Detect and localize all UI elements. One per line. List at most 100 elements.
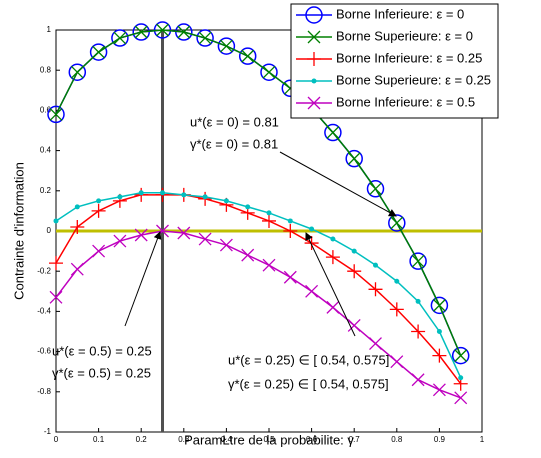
point [366,180,385,198]
y-tick-label: -0.4 [37,307,51,316]
legend-box [290,3,499,119]
point [70,65,84,79]
point [113,234,127,248]
point [451,346,470,365]
legend-label: Borne Inferieure: ε = 0 [336,6,464,21]
point [347,152,361,166]
point [156,23,169,37]
x-tick-label: 0 [54,435,59,444]
point [389,302,404,317]
point [325,250,340,265]
x-tick-label: 0.9 [434,435,446,444]
point [307,96,321,110]
point [196,29,214,47]
x-tick-label: 0.1 [93,435,105,444]
point [368,282,383,297]
y-axis-label: Contrainte d'information [11,162,26,300]
point [96,198,102,204]
x-tick-label: 1 [480,435,485,444]
point [326,126,340,139]
point [458,375,464,381]
point [262,65,276,79]
point [74,204,80,210]
point [134,25,148,39]
point [411,254,425,268]
point [283,224,298,238]
legend: Borne Inferieure: ε = 0 Borne Superieure:… [290,3,499,119]
point [415,298,421,304]
point [92,244,106,258]
point [138,190,144,196]
point [394,278,400,284]
point [351,248,357,254]
point [307,30,321,44]
point [411,373,425,387]
point [411,324,426,339]
legend-label: Borne Inferieure: ε = 0.5 [336,94,475,109]
x-tick-label: 0.2 [136,435,148,444]
series-line [55,194,462,385]
point [309,226,315,232]
point [283,270,297,284]
annotation: u*(ε = 0) = 0.81 [190,114,279,129]
series-line [55,192,462,379]
point [49,290,63,304]
point [454,349,468,363]
point [373,262,378,268]
x-tick-label: 0.4 [221,435,233,444]
point [132,23,150,41]
x-tick-label: 0.6 [306,435,318,444]
point [266,210,272,216]
point [345,149,363,168]
point [436,329,442,334]
point [454,391,468,405]
point [198,232,212,246]
annotation-arrow [305,232,356,337]
y-tick-label: 0.2 [40,186,52,195]
point [390,355,404,369]
annotation-bg [186,111,278,157]
y-tick-label: 0 [47,226,52,235]
legend-label: Borne Inferieure: ε = 0.25 [336,50,482,65]
point [262,258,276,272]
point [245,204,251,210]
point [47,105,65,124]
point [198,31,212,45]
point [219,238,233,252]
point [326,300,340,314]
point [347,264,362,279]
annotation-arrow [124,231,162,327]
point [134,228,148,242]
point [223,198,229,204]
point [241,49,255,63]
point [153,21,172,39]
point [89,43,108,61]
point [49,256,63,271]
x-tick-label: 0.5 [263,435,275,444]
point [70,219,85,234]
point [287,218,293,224]
point [177,226,191,240]
point [305,284,319,298]
point [91,203,106,218]
x-axis-label: ParamŁtre de la probabilite: γ [184,432,354,447]
point [238,47,257,65]
point [311,78,317,84]
point [217,37,236,55]
point [53,218,59,224]
annotation: u*(ε = 0.5) = 0.25 [52,343,152,358]
y-tick-label: 0.4 [40,146,52,155]
x-tick-label: 0.3 [178,435,190,444]
point [177,25,191,39]
point [432,298,446,312]
y-tick-label: 1 [47,25,52,34]
y-tick-label: -0.8 [37,387,51,396]
annotation: γ*(ε = 0.5) = 0.25 [52,365,151,380]
point [262,213,276,228]
x-tick-label: 0.7 [349,435,361,444]
point [175,23,193,41]
point [49,107,63,121]
point [409,252,427,270]
point [430,296,449,315]
point [117,194,123,200]
